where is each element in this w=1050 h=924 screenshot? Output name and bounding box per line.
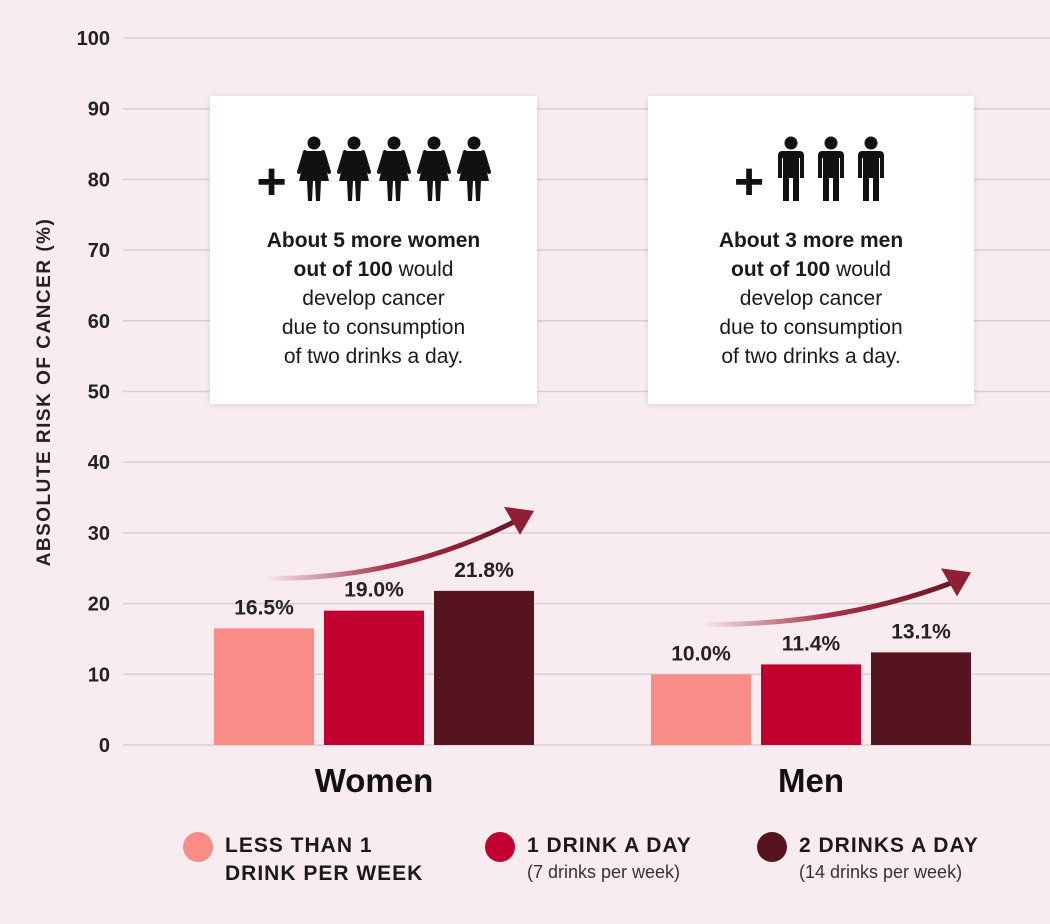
bars — [214, 590, 971, 745]
woman-icon — [336, 136, 371, 201]
data-label: 10.0% — [671, 642, 731, 665]
callout-line-4: due to consumption — [281, 316, 466, 339]
y-axis-label: ABSOLUTE RISK OF CANCER (%) — [34, 218, 55, 567]
y-tick-label: 70 — [88, 240, 110, 262]
callout-bold-tail: would — [392, 258, 454, 281]
data-label: 19.0% — [344, 579, 404, 602]
y-tick-label: 90 — [88, 99, 110, 121]
bar-men-1 — [761, 664, 861, 745]
legend: LESS THAN 1 DRINK PER WEEK 1 DRINK A DAY… — [0, 832, 1050, 892]
callout-bold-tail: would — [830, 258, 891, 281]
legend-item-less-than-1: LESS THAN 1 DRINK PER WEEK — [183, 832, 423, 888]
man-icon — [858, 136, 885, 201]
category-labels: Women Men — [315, 762, 844, 799]
callout-bold-line-1: About 5 more women — [266, 229, 481, 252]
legend-sublabel: (7 drinks per week) — [527, 862, 681, 882]
y-tick-label: 40 — [88, 452, 110, 474]
callout-line-5: of two drinks a day. — [283, 345, 464, 368]
callout-text: About 5 more women out of 100 would deve… — [210, 226, 537, 371]
man-icon — [818, 136, 845, 201]
y-tick-label: 10 — [88, 664, 110, 686]
y-tick-label: 30 — [88, 523, 110, 545]
y-tick-label: 100 — [77, 28, 110, 50]
bar-women-0 — [214, 628, 314, 745]
plus-icon: + — [256, 153, 287, 211]
y-tick-label: 20 — [88, 594, 110, 616]
icon-row: + — [648, 136, 974, 211]
trend-arrow-head — [941, 568, 971, 597]
callout-men: + About 3 more men out of 100 would deve… — [648, 96, 974, 404]
plus-icon: + — [733, 153, 765, 211]
trend-arrow-line — [698, 579, 956, 627]
legend-label: 2 DRINKS A DAY — [799, 834, 979, 857]
callout-women: + About 5 more women out of 100 would de… — [210, 96, 537, 404]
woman-icon — [416, 136, 451, 201]
callout-line-5: of two drinks a day. — [721, 345, 901, 368]
callout-bold-line-2: out of 100 — [731, 258, 831, 281]
woman-icon — [376, 136, 411, 201]
data-label: 21.8% — [454, 559, 514, 582]
callout-bold-line-2: out of 100 — [293, 258, 393, 281]
legend-item-1-drink: 1 DRINK A DAY (7 drinks per week) — [485, 832, 692, 884]
data-labels: 16.5% 19.0% 21.8% 10.0% 11.4% 13.1% — [234, 559, 951, 665]
legend-label: LESS THAN 1 DRINK PER WEEK — [225, 834, 424, 885]
trend-arrows — [261, 506, 971, 627]
callout-text: About 3 more men out of 100 would develo… — [648, 226, 974, 371]
woman-icon — [296, 136, 331, 201]
legend-swatch — [183, 832, 213, 862]
data-label: 11.4% — [782, 632, 841, 655]
callout-line-3: develop cancer — [739, 287, 883, 310]
legend-swatch — [485, 832, 515, 862]
bar-men-2 — [871, 652, 971, 745]
y-tick-label: 0 — [99, 735, 110, 757]
legend-label: 1 DRINK A DAY — [527, 834, 692, 857]
trend-arrow-line — [261, 518, 519, 581]
y-tick-label: 80 — [88, 169, 110, 191]
bar-men-0 — [651, 674, 751, 745]
bar-women-2 — [434, 590, 534, 745]
woman-icon — [456, 136, 491, 201]
icon-row: + — [210, 136, 537, 211]
legend-sublabel: (14 drinks per week) — [799, 862, 963, 882]
y-axis-ticks: 0 10 20 30 40 50 60 70 80 90 100 — [77, 28, 110, 757]
data-label: 16.5% — [234, 596, 294, 619]
trend-arrow-head — [504, 506, 534, 535]
callout-line-4: due to consumption — [719, 316, 903, 339]
man-icon — [778, 136, 805, 201]
y-tick-label: 60 — [88, 311, 110, 333]
category-label-men: Men — [778, 762, 844, 799]
legend-swatch — [757, 832, 787, 862]
y-tick-label: 50 — [88, 382, 110, 404]
legend-item-2-drinks: 2 DRINKS A DAY (14 drinks per week) — [757, 832, 979, 884]
data-label: 13.1% — [891, 620, 951, 643]
callout-line-3: develop cancer — [302, 287, 445, 310]
callout-bold-line-1: About 3 more men — [718, 229, 904, 252]
bar-women-1 — [324, 610, 424, 745]
category-label-women: Women — [315, 762, 434, 799]
